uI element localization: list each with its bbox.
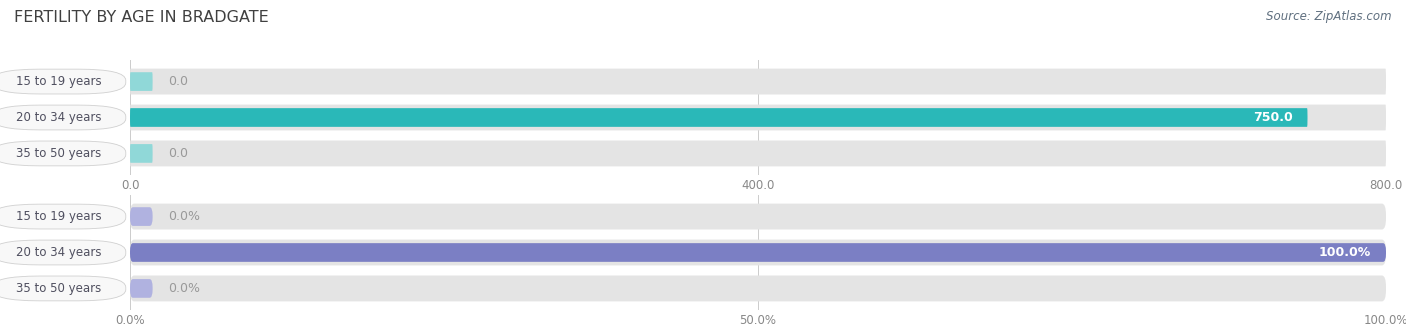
FancyBboxPatch shape [129,243,1386,262]
Text: 0.0%: 0.0% [167,210,200,223]
Text: 0.0: 0.0 [167,147,187,160]
FancyBboxPatch shape [129,279,153,298]
FancyBboxPatch shape [129,140,1386,166]
Text: Source: ZipAtlas.com: Source: ZipAtlas.com [1267,10,1392,23]
FancyBboxPatch shape [129,105,1386,130]
Text: 15 to 19 years: 15 to 19 years [17,210,101,223]
Text: 750.0: 750.0 [1253,111,1292,124]
FancyBboxPatch shape [129,144,153,163]
Text: 0.0: 0.0 [167,75,187,88]
FancyBboxPatch shape [129,240,1386,265]
FancyBboxPatch shape [129,72,153,91]
FancyBboxPatch shape [129,207,153,226]
Text: 35 to 50 years: 35 to 50 years [17,147,101,160]
Text: 15 to 19 years: 15 to 19 years [17,75,101,88]
FancyBboxPatch shape [129,69,1386,94]
FancyBboxPatch shape [129,108,1308,127]
Text: 20 to 34 years: 20 to 34 years [17,246,101,259]
Text: FERTILITY BY AGE IN BRADGATE: FERTILITY BY AGE IN BRADGATE [14,10,269,25]
Text: 100.0%: 100.0% [1319,246,1371,259]
Text: 35 to 50 years: 35 to 50 years [17,282,101,295]
Text: 0.0%: 0.0% [167,282,200,295]
FancyBboxPatch shape [129,204,1386,229]
Text: 20 to 34 years: 20 to 34 years [17,111,101,124]
FancyBboxPatch shape [129,275,1386,301]
